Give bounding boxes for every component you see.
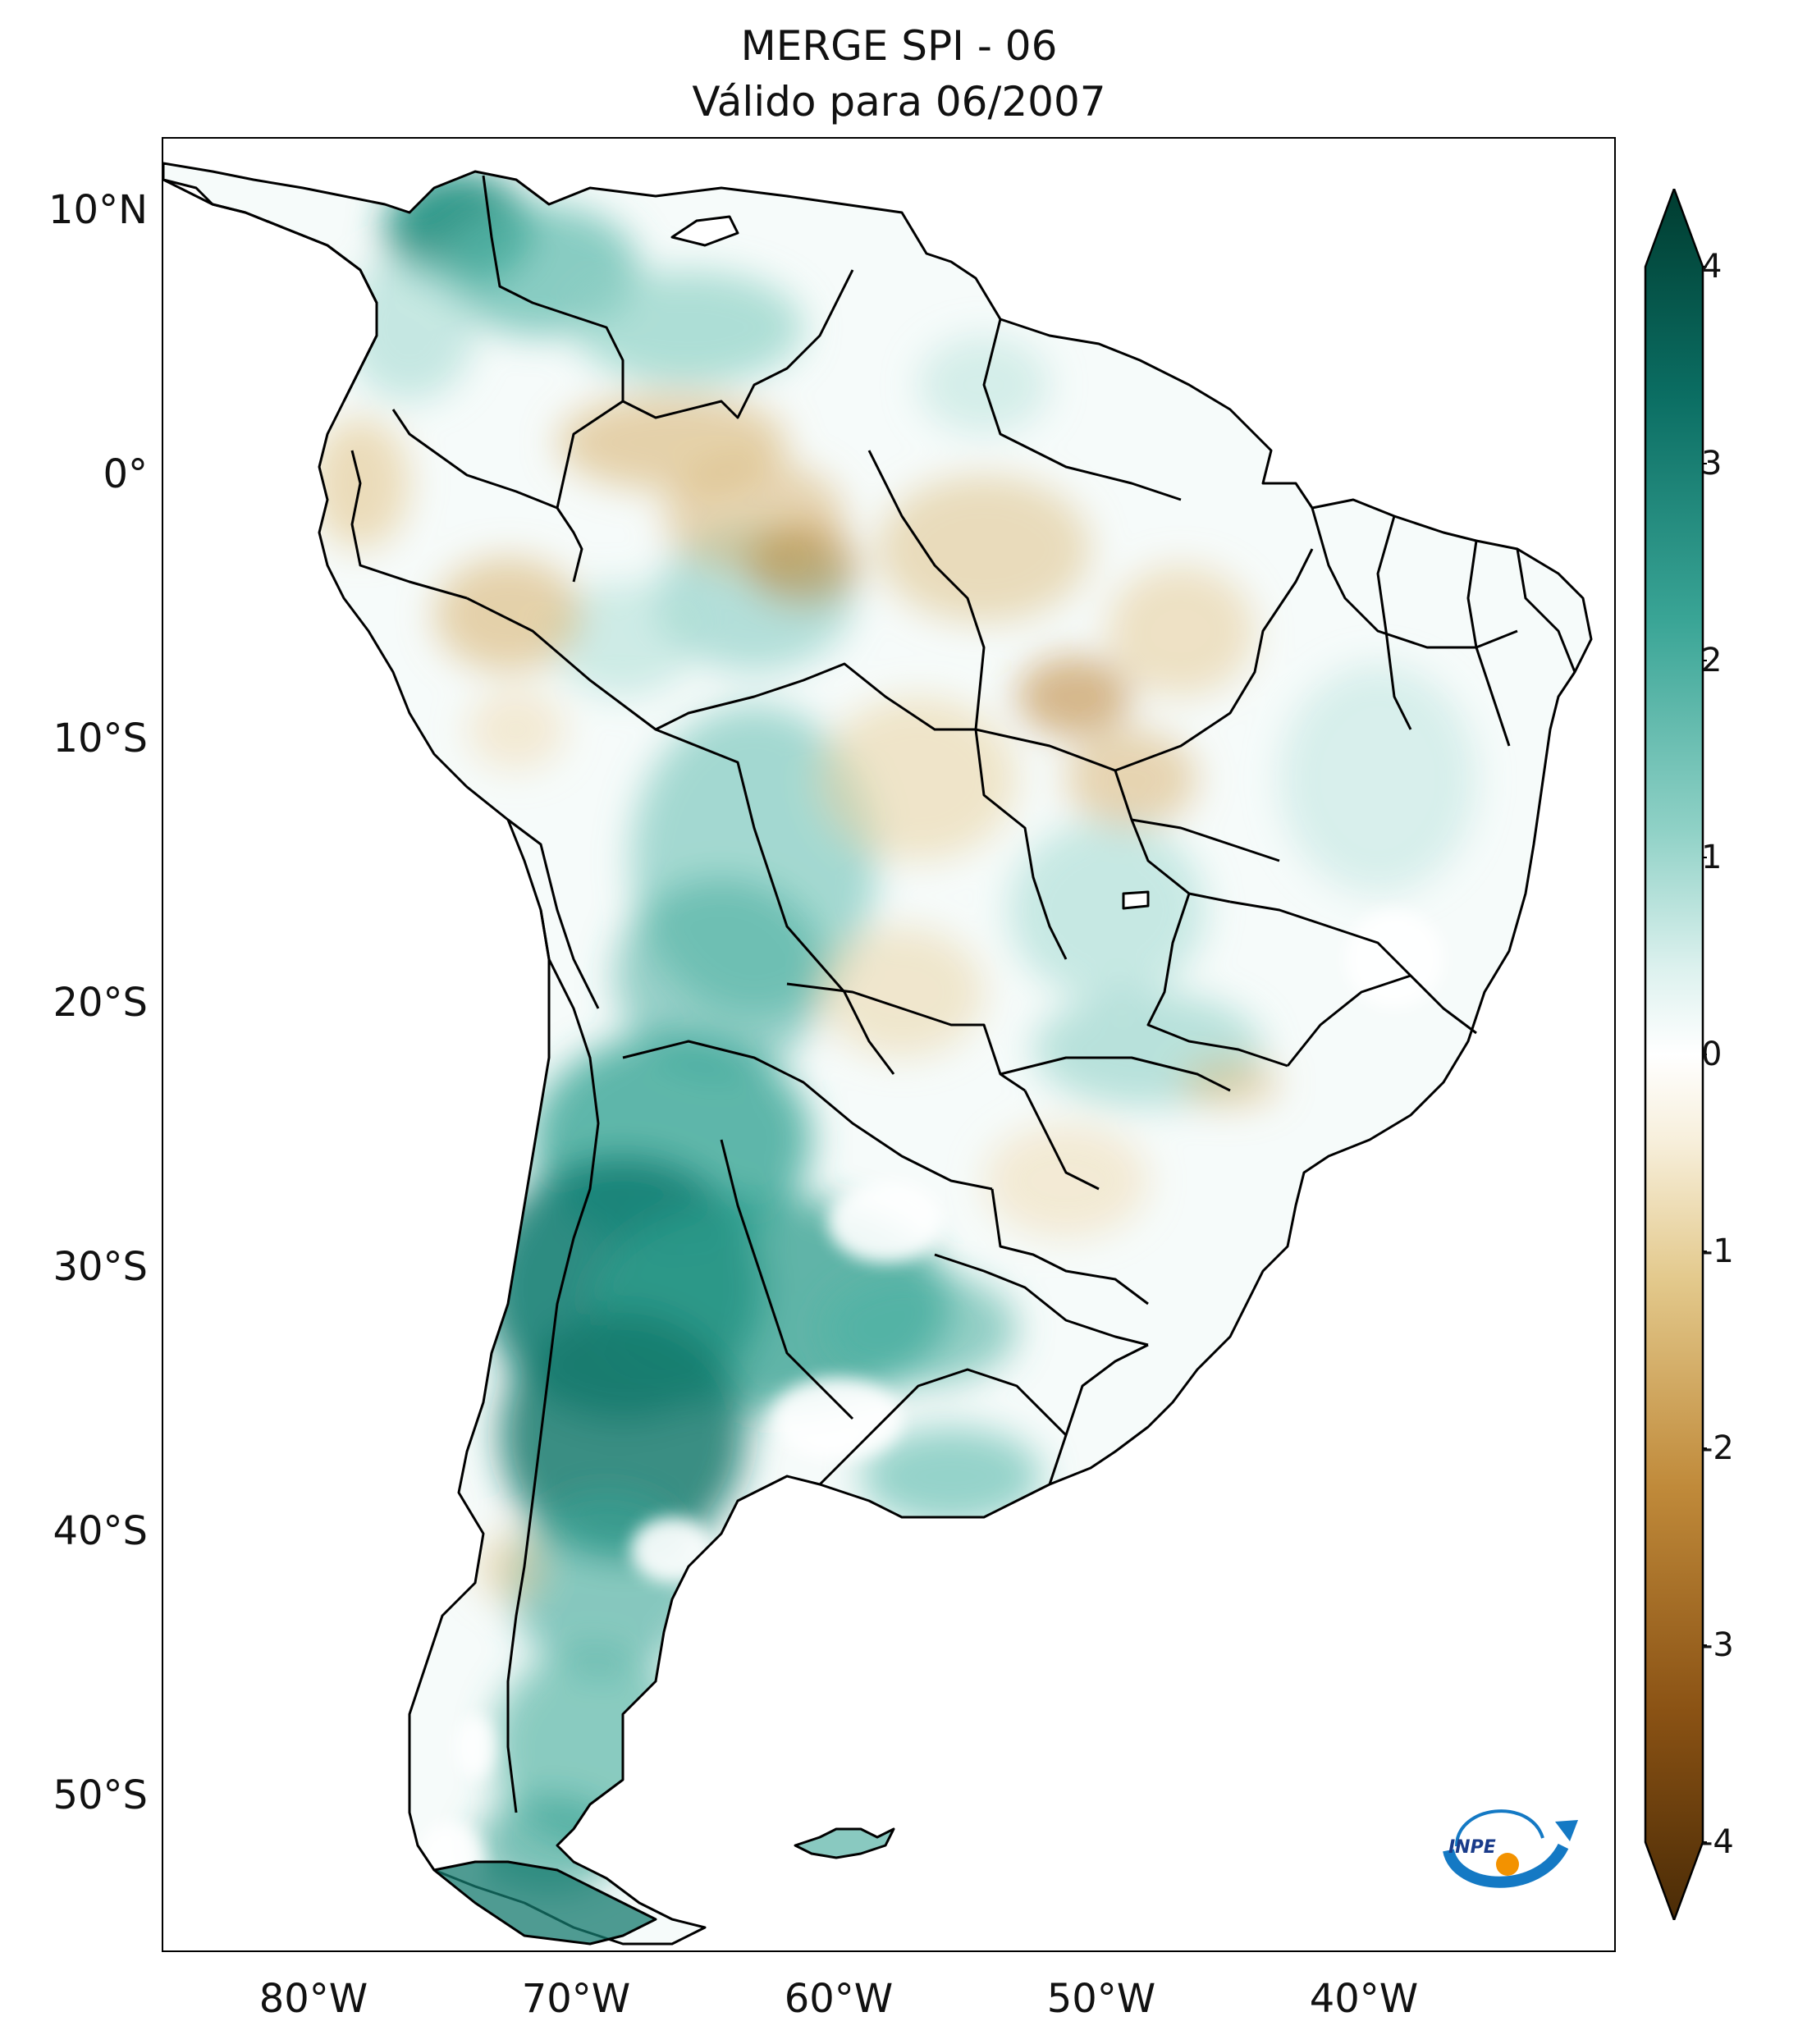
lon-label-40w: 40°W (1309, 1976, 1419, 2022)
lat-label-20s: 20°S (53, 980, 148, 1026)
lat-label-50s: 50°S (53, 1772, 148, 1818)
lon-label-70w: 70°W (521, 1976, 631, 2022)
lat-label-30s: 30°S (53, 1244, 148, 1290)
lat-label-10n: 10°N (48, 187, 148, 233)
colorbar-tick-minus2: -2 (1701, 1429, 1734, 1467)
map-canvas (163, 162, 1593, 1946)
inpe-logo: INPE (1443, 1809, 1578, 1888)
colorbar-tick-minus4: -4 (1701, 1823, 1734, 1861)
map-title: MERGE SPI - 06 (740, 22, 1058, 70)
logo-text: INPE (1448, 1837, 1496, 1858)
colorbar-tick-1: 1 (1701, 839, 1723, 876)
lat-label-40s: 40°S (53, 1508, 148, 1554)
colorbar (1644, 189, 1707, 1920)
lon-label-50w: 50°W (1046, 1976, 1156, 2022)
colorbar-tick-3: 3 (1701, 445, 1723, 482)
colorbar-tick-minus3: -3 (1701, 1626, 1734, 1664)
colorbar-tick-0: 0 (1701, 1036, 1723, 1073)
lon-label-60w: 60°W (784, 1976, 894, 2022)
colorbar-tick-minus1: -1 (1701, 1232, 1734, 1270)
map-frame (162, 137, 1616, 1952)
colorbar-tick-4: 4 (1701, 248, 1723, 286)
lat-label-10s: 10°S (53, 716, 148, 761)
lat-label-0: 0° (103, 451, 148, 497)
map-subtitle: Válido para 06/2007 (692, 78, 1106, 126)
lon-label-80w: 80°W (258, 1976, 368, 2022)
colorbar-tick-2: 2 (1701, 642, 1723, 679)
